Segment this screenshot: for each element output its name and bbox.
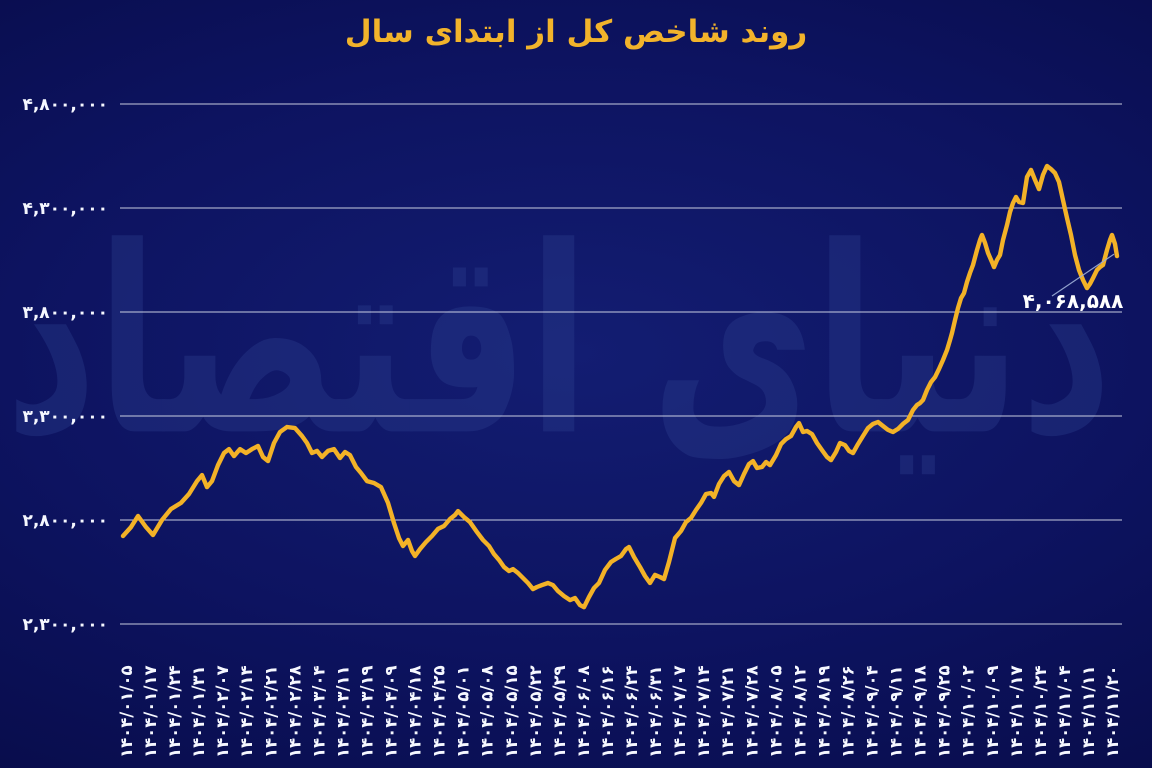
x-axis-tick-label: ۱۴۰۴/۰۲/۲۸ (285, 665, 304, 758)
chart-title: روند شاخص کل از ابتدای سال (344, 14, 808, 50)
x-axis-tick-label: ۱۴۰۴/۰۷/۲۸ (742, 665, 761, 758)
x-axis-tick-label: ۱۴۰۴/۰۱/۱۷ (141, 665, 160, 758)
x-axis-tick-label: ۱۴۰۴/۰۵/۲۲ (526, 665, 545, 758)
index-line-series (120, 163, 1120, 610)
x-axis-tick-label: ۱۴۰۴/۱۱/۲۰ (1103, 665, 1122, 758)
x-axis-tick-label: ۱۴۰۴/۰۳/۱۹ (357, 665, 376, 758)
x-axis-tick-label: ۱۴۰۴/۰۵/۱۵ (502, 665, 521, 758)
x-axis-tick-label: ۱۴۰۴/۰۶/۲۴ (622, 665, 641, 758)
x-axis-tick-label: ۱۴۰۴/۰۱/۰۵ (117, 665, 136, 758)
x-axis-tick-label: ۱۴۰۴/۰۷/۱۴ (694, 665, 713, 758)
x-axis-tick-label: ۱۴۰۴/۱۰/۱۷ (1007, 665, 1026, 758)
x-axis-tick-label: ۱۴۰۴/۰۲/۲۱ (261, 665, 280, 758)
x-axis-tick-label: ۱۴۰۴/۰۳/۱۱ (333, 665, 352, 758)
x-axis-tick-label: ۱۴۰۴/۱۰/۰۲ (959, 665, 978, 758)
x-axis-tick-label: ۱۴۰۴/۰۹/۱۸ (911, 665, 930, 758)
x-axis-tick-label: ۱۴۰۴/۰۲/۱۴ (237, 665, 256, 758)
gridlines-group (120, 103, 1122, 625)
x-axis-tick-label: ۱۴۰۴/۰۶/۱۶ (598, 665, 617, 758)
x-axis-tick-label: ۱۴۰۴/۰۹/۱۱ (887, 665, 906, 758)
x-axis-tick-label: ۱۴۰۴/۰۹/۰۴ (863, 665, 882, 758)
x-axis-tick-label: ۱۴۰۴/۰۸/۲۶ (838, 665, 857, 758)
y-axis-tick-label: ۳,۸۰۰,۰۰۰ (22, 303, 108, 323)
x-axis-tick-label: ۱۴۰۴/۱۱/۰۴ (1055, 665, 1074, 758)
x-axis-tick-label: ۱۴۰۴/۰۸/۱۹ (814, 665, 833, 758)
x-axis-tick-label: ۱۴۰۴/۰۷/۲۱ (718, 665, 737, 758)
x-axis-tick-label: ۱۴۰۴/۰۱/۳۱ (189, 665, 208, 758)
x-axis-tick-label: ۱۴۰۴/۰۴/۰۹ (382, 665, 401, 758)
x-axis-tick-label: ۱۴۰۴/۰۳/۰۴ (309, 665, 328, 758)
x-axis-tick-label: ۱۴۰۴/۰۶/۰۸ (574, 665, 593, 758)
x-axis-tick-label: ۱۴۰۴/۰۸/۱۲ (790, 665, 809, 758)
y-axis-tick-label: ۲,۸۰۰,۰۰۰ (22, 511, 108, 531)
x-axis-tick-label: ۱۴۰۴/۰۵/۰۸ (478, 665, 497, 758)
y-axis-tick-label: ۴,۳۰۰,۰۰۰ (22, 199, 108, 219)
y-axis-tick-label: ۳,۳۰۰,۰۰۰ (22, 407, 108, 427)
x-axis-tick-label: ۱۴۰۴/۰۷/۰۷ (670, 665, 689, 758)
x-axis-tick-label: ۱۴۰۴/۰۸/۰۵ (766, 665, 785, 758)
x-axis-tick-label: ۱۴۰۴/۰۴/۱۸ (406, 665, 425, 758)
y-axis-labels-group: ۴,۸۰۰,۰۰۰ ۴,۳۰۰,۰۰۰ ۳,۸۰۰,۰۰۰ ۳,۳۰۰,۰۰۰ ۲,۸۰… (22, 95, 108, 635)
x-axis-labels-group: ۱۴۰۴/۰۱/۰۵ ۱۴۰۴/۰۱/۱۷ ۱۴۰۴/۰۱/۲۴ ۱۴۰۴/۰۱/۳۱… (117, 665, 1122, 758)
x-axis-tick-label: ۱۴۰۴/۰۶/۳۱ (646, 665, 665, 758)
x-axis-tick-label: ۱۴۰۴/۱۱/۱۱ (1079, 665, 1098, 758)
y-axis-tick-label: ۲,۳۰۰,۰۰۰ (22, 615, 108, 635)
last-value-label: ۴,۰۶۸,۵۸۸ (1023, 289, 1124, 313)
x-axis-tick-label: ۱۴۰۴/۰۲/۰۷ (213, 665, 232, 758)
x-axis-tick-label: ۱۴۰۴/۰۱/۲۴ (165, 665, 184, 758)
x-axis-tick-label: ۱۴۰۴/۱۰/۰۹ (983, 665, 1002, 758)
y-axis-tick-label: ۴,۸۰۰,۰۰۰ (22, 95, 108, 115)
x-axis-tick-label: ۱۴۰۴/۱۰/۲۴ (1031, 665, 1050, 758)
callout-leader-line (1051, 253, 1115, 297)
x-axis-tick-label: ۱۴۰۴/۰۵/۲۹ (550, 665, 569, 758)
x-axis-tick-label: ۱۴۰۴/۰۵/۰۱ (454, 665, 473, 758)
x-axis-tick-label: ۱۴۰۴/۰۹/۲۵ (935, 665, 954, 758)
x-axis-tick-label: ۱۴۰۴/۰۴/۲۵ (430, 665, 449, 758)
